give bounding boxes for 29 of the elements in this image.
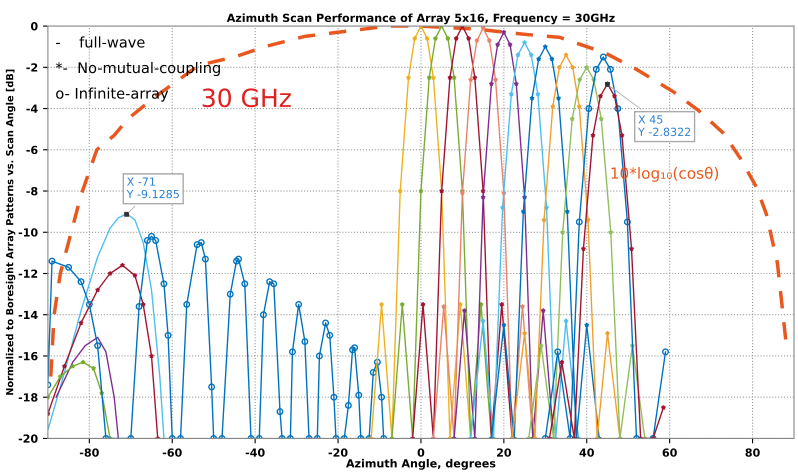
chart-title: Azimuth Scan Performance of Array 5x16, Frequency = 30GHz bbox=[226, 13, 615, 24]
y-tick-label: -16 bbox=[18, 352, 38, 360]
y-axis-title: Normalized to Boresight Array Patterns vs. Scan Angle [dB] bbox=[6, 70, 16, 395]
annotation: - full-wave bbox=[56, 36, 145, 48]
annotation: X 45 Y -2.8322 bbox=[638, 115, 690, 136]
y-tick-label: -20 bbox=[18, 434, 38, 443]
x-tick-label: 60 bbox=[662, 448, 677, 457]
x-tick-label: 20 bbox=[496, 448, 512, 457]
y-tick-label: -6 bbox=[26, 146, 38, 154]
x-tick-label: 80 bbox=[746, 448, 760, 457]
y-tick-label: -4 bbox=[26, 104, 38, 113]
x-tick-label: -20 bbox=[328, 448, 348, 457]
x-tick-label: -80 bbox=[80, 448, 99, 457]
x-tick-label: 40 bbox=[580, 448, 594, 457]
x-tick-label: -40 bbox=[246, 448, 265, 457]
annotation: X -71 Y -9.1285 bbox=[126, 178, 179, 198]
y-tick-label: -18 bbox=[18, 393, 38, 402]
y-tick-label: 0 bbox=[30, 22, 38, 30]
x-tick-label: -60 bbox=[162, 448, 182, 457]
y-tick-label: -10 bbox=[18, 228, 38, 237]
x-axis-title: Azimuth Angle, degrees bbox=[346, 458, 496, 470]
annotation: 30 GHz bbox=[202, 88, 291, 108]
y-tick-label: -8 bbox=[26, 186, 38, 196]
y-tick-label: -2 bbox=[26, 63, 38, 72]
x-tick-label: 0 bbox=[418, 448, 424, 457]
annotation: *- No-mutual-coupling bbox=[56, 62, 220, 76]
annotation: o- Infinite-array bbox=[56, 88, 168, 102]
y-tick-label: -14 bbox=[18, 310, 38, 319]
y-tick-label: -12 bbox=[18, 269, 38, 278]
